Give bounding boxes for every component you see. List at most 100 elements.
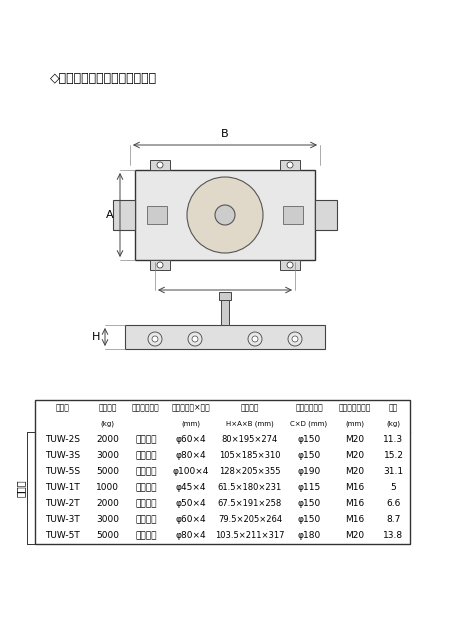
Bar <box>135 170 315 260</box>
Text: 1000: 1000 <box>96 483 119 492</box>
Text: ローラー材質: ローラー材質 <box>132 403 160 413</box>
Circle shape <box>287 162 293 168</box>
Text: (kg): (kg) <box>100 421 114 427</box>
Text: 5000: 5000 <box>96 467 119 476</box>
Text: TUW-2T: TUW-2T <box>45 499 80 509</box>
Circle shape <box>192 336 198 342</box>
Text: φ80×4: φ80×4 <box>176 452 206 460</box>
Bar <box>125 325 325 349</box>
Text: 3000: 3000 <box>96 516 119 525</box>
Text: B: B <box>221 129 229 139</box>
Text: M16: M16 <box>346 499 365 509</box>
Text: 15.2: 15.2 <box>383 452 404 460</box>
Bar <box>219 292 231 300</box>
Circle shape <box>215 205 235 225</box>
Text: ウレタン: ウレタン <box>135 452 157 460</box>
Circle shape <box>148 332 162 346</box>
Text: 8.7: 8.7 <box>386 516 400 525</box>
Text: 79.5×205×264: 79.5×205×264 <box>218 516 282 525</box>
Text: M20: M20 <box>346 532 365 541</box>
Text: 呼称荷重: 呼称荷重 <box>98 403 117 413</box>
Bar <box>147 206 167 224</box>
Text: 31.1: 31.1 <box>383 467 404 476</box>
Text: 61.5×180×231: 61.5×180×231 <box>218 483 282 492</box>
Text: ローラー径×個数: ローラー径×個数 <box>171 403 211 413</box>
Bar <box>150 260 170 270</box>
Text: TUW-5S: TUW-5S <box>45 467 80 476</box>
Text: TUW-3T: TUW-3T <box>45 516 80 525</box>
Circle shape <box>188 332 202 346</box>
Text: φ150: φ150 <box>297 499 320 509</box>
Text: φ180: φ180 <box>297 532 320 541</box>
Text: 67.5×191×258: 67.5×191×258 <box>218 499 282 509</box>
Text: ウレタン: ウレタン <box>135 436 157 445</box>
Circle shape <box>252 336 258 342</box>
Circle shape <box>152 336 158 342</box>
Bar <box>150 160 170 170</box>
Text: C×D (mm): C×D (mm) <box>290 421 328 427</box>
Text: 型　式: 型 式 <box>55 403 69 413</box>
Text: φ100×4: φ100×4 <box>173 467 209 476</box>
Text: 105×185×310: 105×185×310 <box>219 452 281 460</box>
Text: TUW-5T: TUW-5T <box>45 532 80 541</box>
Text: 5: 5 <box>391 483 396 492</box>
Text: M20: M20 <box>346 436 365 445</box>
Circle shape <box>187 177 263 253</box>
Text: (mm): (mm) <box>346 421 365 427</box>
Circle shape <box>248 332 262 346</box>
Text: M16: M16 <box>346 483 365 492</box>
Text: φ45×4: φ45×4 <box>176 483 206 492</box>
Circle shape <box>287 262 293 268</box>
Text: ウレタン: ウレタン <box>135 483 157 492</box>
Text: 3000: 3000 <box>96 452 119 460</box>
Text: φ80×4: φ80×4 <box>176 532 206 541</box>
Circle shape <box>157 162 163 168</box>
Circle shape <box>288 332 302 346</box>
Bar <box>280 160 300 170</box>
Text: テーブルネジ径: テーブルネジ径 <box>339 403 371 413</box>
Text: φ60×4: φ60×4 <box>176 516 206 525</box>
Text: 5000: 5000 <box>96 532 119 541</box>
Text: H×A×B (mm): H×A×B (mm) <box>226 421 274 427</box>
Text: 11.3: 11.3 <box>383 436 404 445</box>
Circle shape <box>157 262 163 268</box>
Text: M16: M16 <box>346 516 365 525</box>
Circle shape <box>292 336 298 342</box>
Text: φ115: φ115 <box>297 483 320 492</box>
Bar <box>315 200 337 230</box>
Text: φ150: φ150 <box>297 452 320 460</box>
Text: M20: M20 <box>346 467 365 476</box>
Text: φ150: φ150 <box>297 436 320 445</box>
Text: 80×195×274: 80×195×274 <box>222 436 278 445</box>
Text: (mm): (mm) <box>181 421 201 427</box>
Text: TUW-1T: TUW-1T <box>45 483 80 492</box>
Text: TUW-3S: TUW-3S <box>45 452 80 460</box>
Text: H: H <box>92 332 100 342</box>
Text: 質量: 質量 <box>389 403 398 413</box>
Text: ダブル: ダブル <box>16 479 26 497</box>
Bar <box>113 200 135 230</box>
Text: (kg): (kg) <box>387 421 400 427</box>
Text: φ190: φ190 <box>297 467 320 476</box>
Text: ウレタン: ウレタン <box>135 532 157 541</box>
Text: ウレタン: ウレタン <box>135 499 157 509</box>
Text: ◇オレンジローラー仕様一覧表: ◇オレンジローラー仕様一覧表 <box>50 72 157 85</box>
Bar <box>283 206 303 224</box>
Text: φ50×4: φ50×4 <box>176 499 206 509</box>
Text: φ60×4: φ60×4 <box>176 436 206 445</box>
Bar <box>280 260 300 270</box>
Text: ウレタン: ウレタン <box>135 516 157 525</box>
Text: M20: M20 <box>346 452 365 460</box>
Text: TUW-2S: TUW-2S <box>45 436 80 445</box>
Text: φ150: φ150 <box>297 516 320 525</box>
Text: 2000: 2000 <box>96 499 119 509</box>
Text: 2000: 2000 <box>96 436 119 445</box>
Text: 本体寸法: 本体寸法 <box>241 403 259 413</box>
Text: 103.5×211×317: 103.5×211×317 <box>215 532 285 541</box>
Text: 6.6: 6.6 <box>386 499 400 509</box>
Text: 128×205×355: 128×205×355 <box>219 467 281 476</box>
Text: C: C <box>221 296 229 306</box>
Bar <box>221 297 229 325</box>
Text: 13.8: 13.8 <box>383 532 404 541</box>
Text: A: A <box>106 210 114 220</box>
